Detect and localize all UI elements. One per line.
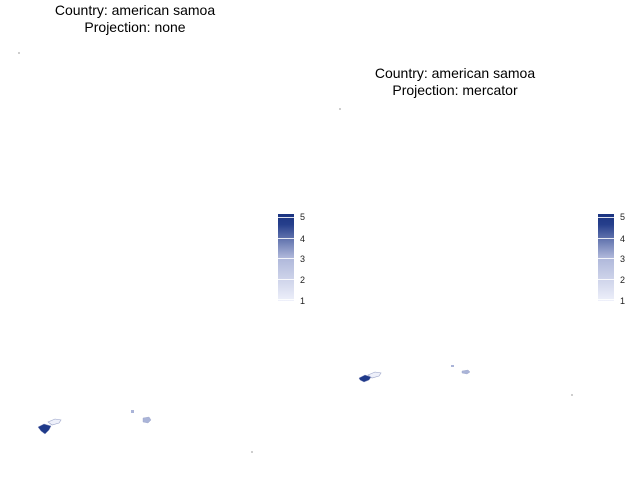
legend-tick xyxy=(598,279,614,280)
legend-label: 4 xyxy=(620,234,626,244)
legend-label: 1 xyxy=(620,296,626,306)
legend-tick xyxy=(278,299,294,300)
legend-tick xyxy=(598,258,614,259)
map-panel-mercator: Country: american samoa Projection: merc… xyxy=(320,0,640,480)
panel-title: Country: american samoa Projection: none xyxy=(0,2,270,36)
legend-label: 2 xyxy=(300,275,306,285)
map-canvas xyxy=(339,108,573,396)
map-canvas xyxy=(18,52,253,453)
legend-tick xyxy=(598,238,614,239)
region-light xyxy=(47,418,62,426)
legend-tick xyxy=(598,217,614,218)
title-projection: Projection: none xyxy=(84,19,186,35)
region-tutuila xyxy=(37,423,52,435)
region-manua xyxy=(142,416,152,424)
legend-label: 3 xyxy=(620,254,626,264)
legend-label: 3 xyxy=(300,254,306,264)
legend-tick xyxy=(598,299,614,300)
map-speck xyxy=(339,108,341,110)
region-small xyxy=(451,365,454,367)
color-legend: 5 4 3 2 1 xyxy=(278,212,318,306)
map-panel-none: Country: american samoa Projection: none… xyxy=(0,2,318,453)
legend-tick xyxy=(278,279,294,280)
region-small xyxy=(131,410,134,413)
legend-tick xyxy=(278,258,294,259)
title-country: Country: american samoa xyxy=(374,65,536,81)
legend-label: 2 xyxy=(620,275,626,285)
map-speck xyxy=(251,451,253,453)
legend-tick xyxy=(278,217,294,218)
legend-label: 5 xyxy=(300,212,306,222)
color-legend: 5 4 3 2 1 xyxy=(598,212,638,306)
legend-label: 1 xyxy=(300,296,306,306)
legend-tick xyxy=(278,238,294,239)
title-country: Country: american samoa xyxy=(54,2,216,18)
legend-label: 5 xyxy=(620,212,626,222)
title-projection: Projection: mercator xyxy=(392,82,518,98)
map-speck xyxy=(18,52,20,54)
region-light xyxy=(367,371,382,379)
region-tutuila xyxy=(358,374,372,383)
map-speck xyxy=(571,394,573,396)
legend-label: 4 xyxy=(300,234,306,244)
panel-title: Country: american samoa Projection: merc… xyxy=(320,65,590,99)
region-manua xyxy=(461,369,471,375)
